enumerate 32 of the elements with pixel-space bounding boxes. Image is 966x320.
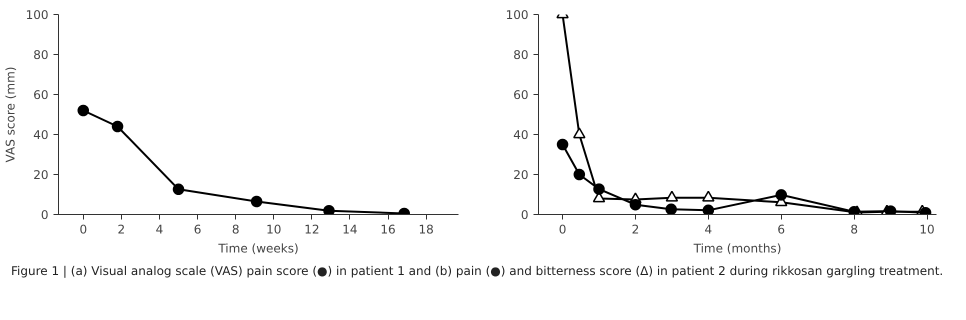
y-tick-label: 40 xyxy=(33,128,49,142)
x-tick-label: 8 xyxy=(850,222,858,236)
y-tick-label: 40 xyxy=(513,128,529,142)
y-tick-label: 0 xyxy=(520,208,529,222)
x-tick-label: 2 xyxy=(118,222,126,236)
x-axis-title: Time (weeks) xyxy=(217,242,299,256)
y-tick-label: 60 xyxy=(33,88,49,102)
x-tick-label: 4 xyxy=(704,222,712,236)
x-tick-label: 6 xyxy=(777,222,786,236)
x-tick-label: 6 xyxy=(194,222,202,236)
x-tick-label: 8 xyxy=(232,222,240,236)
x-tick-label: 18 xyxy=(418,222,434,236)
x-tick-label: 10 xyxy=(266,222,282,236)
x-tick-label: 12 xyxy=(304,222,320,236)
y-tick-label: 60 xyxy=(513,88,529,102)
x-tick-label: 0 xyxy=(558,222,566,236)
x-tick-label: 14 xyxy=(342,222,358,236)
y-tick-label: 100 xyxy=(26,8,48,22)
y-tick-label: 0 xyxy=(40,208,49,222)
x-tick-label: 16 xyxy=(380,222,396,236)
x-axis-title: Time (months) xyxy=(692,242,782,256)
y-tick-label: 100 xyxy=(506,8,528,22)
x-tick-label: 4 xyxy=(156,222,164,236)
y-tick-label: 20 xyxy=(513,168,529,182)
x-tick-label: 2 xyxy=(632,222,640,236)
caption: Figure 1 | (a) Visual analog scale (VAS) pain score (●) in patient 1 and (b) pain (●) and bitterness score (Δ) in patient 2 during rikkosan gargling treatment. xyxy=(11,263,944,280)
y-tick-label: 80 xyxy=(513,48,529,62)
x-tick-label: 10 xyxy=(919,222,935,236)
y-tick-label: 80 xyxy=(33,48,49,62)
y-tick-label: 20 xyxy=(33,168,49,182)
y-axis-title: VAS score (mm) xyxy=(4,66,18,162)
x-tick-label: 0 xyxy=(79,222,88,236)
